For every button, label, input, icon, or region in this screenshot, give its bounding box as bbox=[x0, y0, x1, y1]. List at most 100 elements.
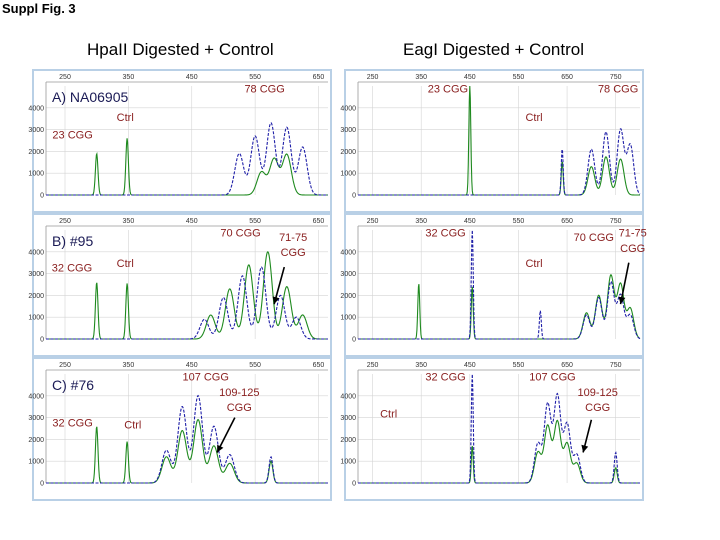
panel-frame bbox=[32, 69, 332, 213]
chart-panel-5: 250 350 450 550 650 750 0 1000 2000 3000 4000 32 CG… bbox=[340, 357, 644, 501]
y-tick-label: 1000 bbox=[28, 459, 44, 466]
figure-label: Suppl Fig. 3 bbox=[2, 1, 76, 16]
y-tick-label: 3000 bbox=[28, 271, 44, 278]
x-tick-label: 250 bbox=[367, 218, 379, 225]
y-tick-label: 0 bbox=[40, 193, 44, 200]
panel-label: C) #76 bbox=[52, 377, 94, 393]
x-tick-label: 450 bbox=[464, 74, 476, 81]
y-tick-label: 1000 bbox=[340, 459, 356, 466]
digested-trace bbox=[358, 128, 641, 196]
x-tick-label: 250 bbox=[59, 362, 71, 369]
panel-label: A) NA06905 bbox=[52, 89, 128, 105]
y-tick-label: 0 bbox=[352, 481, 356, 488]
arrow-head bbox=[581, 444, 589, 453]
peak-annotation: 107 CGG bbox=[182, 372, 228, 384]
x-tick-label: 550 bbox=[249, 74, 261, 81]
column-title-hpaii: HpaII Digested + Control bbox=[87, 40, 274, 59]
x-tick-label: 750 bbox=[610, 218, 622, 225]
column-title-eagi: EagI Digested + Control bbox=[403, 40, 584, 59]
y-tick-label: 2000 bbox=[28, 293, 44, 300]
x-tick-label: 450 bbox=[186, 218, 198, 225]
peak-annotation: Ctrl bbox=[525, 112, 542, 124]
peak-annotation: 32 CGG bbox=[425, 372, 465, 384]
peak-annotation: 32 CGG bbox=[425, 228, 465, 240]
panel-frame bbox=[344, 213, 644, 357]
y-tick-label: 0 bbox=[40, 337, 44, 344]
x-tick-label: 350 bbox=[123, 74, 135, 81]
chart-panel-3: 250 350 450 550 650 750 0 1000 2000 3000 4000 32 CG… bbox=[340, 213, 647, 357]
y-tick-label: 1000 bbox=[28, 315, 44, 322]
chart-panel-0: 250 350 450 550 650 0 1000 2000 3000 4000 78 CGG Ct… bbox=[28, 69, 332, 213]
x-tick-label: 250 bbox=[367, 74, 379, 81]
x-tick-label: 450 bbox=[186, 362, 198, 369]
x-tick-label: 450 bbox=[464, 218, 476, 225]
peak-annotation: 71-75 bbox=[279, 232, 307, 244]
y-tick-label: 4000 bbox=[28, 393, 44, 400]
arrow-head bbox=[618, 296, 626, 305]
x-tick-label: 550 bbox=[249, 362, 261, 369]
x-tick-label: 250 bbox=[367, 362, 379, 369]
peak-annotation: Ctrl bbox=[525, 258, 542, 270]
x-tick-label: 450 bbox=[186, 74, 198, 81]
x-tick-label: 550 bbox=[513, 362, 525, 369]
x-tick-label: 650 bbox=[313, 218, 325, 225]
y-tick-label: 3000 bbox=[340, 271, 356, 278]
x-tick-label: 650 bbox=[561, 362, 573, 369]
peak-annotation: Ctrl bbox=[124, 420, 141, 432]
peak-annotation: 32 CGG bbox=[52, 417, 92, 429]
y-tick-label: 4000 bbox=[340, 105, 356, 112]
peak-annotation: 78 CGG bbox=[598, 84, 638, 96]
y-tick-label: 0 bbox=[352, 193, 356, 200]
peak-annotation: CGG bbox=[585, 402, 610, 414]
x-tick-label: 750 bbox=[610, 362, 622, 369]
y-tick-label: 3000 bbox=[28, 127, 44, 134]
y-tick-label: 3000 bbox=[340, 415, 356, 422]
x-tick-label: 250 bbox=[59, 218, 71, 225]
x-tick-label: 550 bbox=[249, 218, 261, 225]
y-tick-label: 1000 bbox=[340, 315, 356, 322]
peak-annotation: Ctrl bbox=[117, 258, 134, 270]
peak-annotation: 71-75 bbox=[619, 228, 647, 240]
x-tick-label: 350 bbox=[415, 362, 427, 369]
x-tick-label: 350 bbox=[123, 362, 135, 369]
x-tick-label: 650 bbox=[561, 74, 573, 81]
chart-panel-4: 250 350 450 550 650 0 1000 2000 3000 4000 107 CGG 1… bbox=[28, 357, 332, 501]
chart-panel-2: 250 350 450 550 650 0 1000 2000 3000 4000 70 CGG 71… bbox=[28, 213, 332, 357]
annotation-arrow bbox=[619, 262, 630, 305]
y-tick-label: 2000 bbox=[340, 293, 356, 300]
panel-frame bbox=[344, 357, 644, 501]
peak-annotation: 70 CGG bbox=[220, 228, 260, 240]
y-tick-label: 4000 bbox=[340, 393, 356, 400]
digested-trace bbox=[46, 122, 328, 196]
y-tick-label: 2000 bbox=[28, 437, 44, 444]
x-tick-label: 650 bbox=[313, 362, 325, 369]
y-tick-label: 2000 bbox=[28, 149, 44, 156]
y-tick-label: 0 bbox=[352, 337, 356, 344]
chart-panel-1: 250 350 450 550 650 750 0 1000 2000 3000 4000 23 CG… bbox=[340, 69, 644, 213]
x-tick-label: 650 bbox=[313, 74, 325, 81]
y-tick-label: 4000 bbox=[340, 249, 356, 256]
x-tick-label: 450 bbox=[464, 362, 476, 369]
y-tick-label: 3000 bbox=[340, 127, 356, 134]
peak-annotation: 70 CGG bbox=[574, 232, 614, 244]
x-tick-label: 650 bbox=[561, 218, 573, 225]
y-tick-label: 3000 bbox=[28, 415, 44, 422]
y-tick-label: 1000 bbox=[340, 171, 356, 178]
peak-annotation: CGG bbox=[281, 247, 306, 259]
peak-annotation: CGG bbox=[227, 402, 252, 414]
peak-annotation: 23 CGG bbox=[428, 84, 468, 96]
panel-frame bbox=[32, 213, 332, 357]
y-tick-label: 1000 bbox=[28, 171, 44, 178]
arrow-head bbox=[217, 444, 224, 453]
peak-annotation: 109-125 bbox=[578, 387, 618, 399]
arrow-head bbox=[272, 296, 280, 305]
x-tick-label: 350 bbox=[415, 74, 427, 81]
y-tick-label: 2000 bbox=[340, 437, 356, 444]
y-tick-label: 4000 bbox=[28, 105, 44, 112]
x-tick-label: 550 bbox=[513, 218, 525, 225]
peak-annotation: Ctrl bbox=[117, 112, 134, 124]
peak-annotation: 32 CGG bbox=[52, 262, 92, 274]
x-tick-label: 250 bbox=[59, 74, 71, 81]
x-tick-label: 750 bbox=[610, 74, 622, 81]
